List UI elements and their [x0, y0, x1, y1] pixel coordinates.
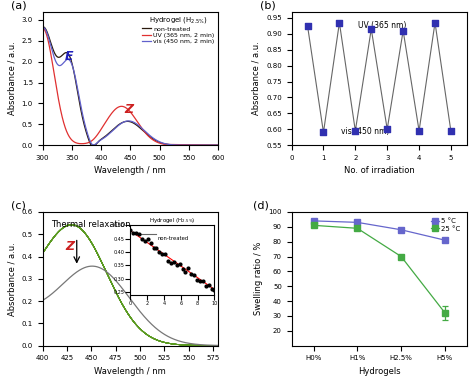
X-axis label: Wavelength / nm: Wavelength / nm: [94, 166, 166, 175]
5 °C: [310, 218, 316, 223]
25 °C: [355, 226, 360, 231]
Text: Z: Z: [65, 240, 74, 253]
Text: (c): (c): [11, 200, 26, 211]
Point: [383, 126, 391, 132]
Point: [336, 20, 343, 26]
5 °C: [398, 227, 404, 232]
5 °C: [442, 238, 448, 242]
Point: [447, 128, 455, 134]
25 °C: [442, 311, 448, 315]
Point: [352, 128, 359, 134]
Y-axis label: Absorbance / a.u.: Absorbance / a.u.: [7, 41, 16, 115]
Text: (a): (a): [11, 0, 27, 10]
X-axis label: Wavelength / nm: Wavelength / nm: [94, 367, 166, 376]
Point: [400, 28, 407, 34]
Point: [319, 129, 327, 136]
Text: Thermal relaxation: Thermal relaxation: [51, 220, 131, 229]
Text: (d): (d): [253, 200, 269, 211]
Text: UV (365 nm): UV (365 nm): [358, 21, 407, 30]
25 °C: [310, 223, 316, 228]
Legend: 5 °C, 25 °C: 5 °C, 25 °C: [428, 215, 464, 234]
Y-axis label: Absorbance / a.u.: Absorbance / a.u.: [252, 41, 261, 115]
Line: 5 °C: 5 °C: [311, 218, 448, 243]
Y-axis label: Swelling ratio / %: Swelling ratio / %: [254, 242, 263, 316]
X-axis label: Hydrogels: Hydrogels: [358, 367, 401, 376]
Point: [304, 23, 311, 29]
Text: Z: Z: [125, 103, 134, 116]
Text: vis (450 nm): vis (450 nm): [341, 127, 389, 136]
Point: [431, 20, 439, 26]
Y-axis label: Absorbance / a.u.: Absorbance / a.u.: [7, 242, 16, 316]
Text: E: E: [65, 50, 73, 63]
Text: (b): (b): [260, 0, 276, 10]
Point: [367, 26, 375, 32]
Legend: non-treated, UV (365 nm, 2 min), vis (450 nm, 2 min): non-treated, UV (365 nm, 2 min), vis (45…: [141, 15, 215, 45]
Line: 25 °C: 25 °C: [311, 223, 448, 316]
Point: [415, 128, 423, 134]
5 °C: [355, 220, 360, 225]
X-axis label: No. of irradiation: No. of irradiation: [344, 166, 415, 175]
25 °C: [398, 254, 404, 259]
